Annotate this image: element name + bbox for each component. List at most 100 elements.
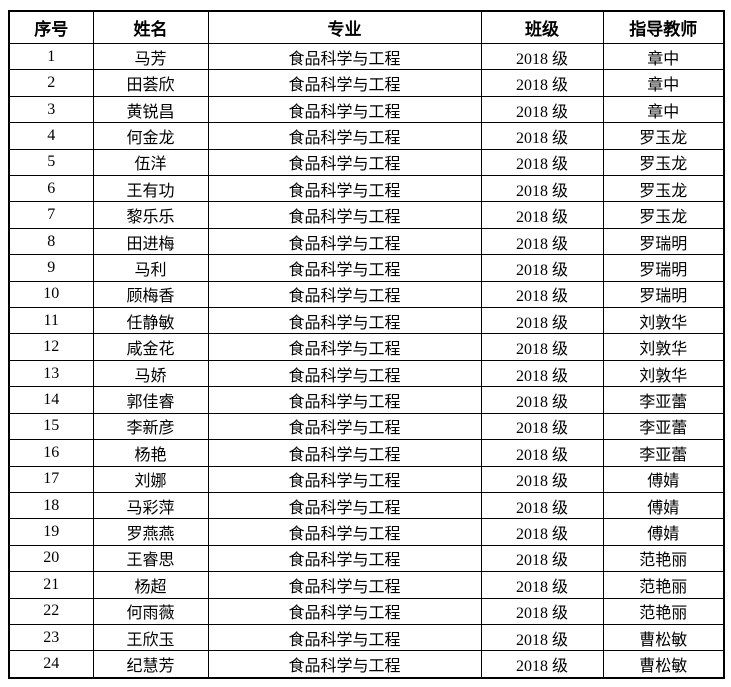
table-row: 4 何金龙 食品科学与工程 2018 级罗玉龙 — [8, 122, 725, 150]
cell-name: 田进梅 — [92, 227, 209, 256]
cell-teacher: 罗玉龙 — [602, 122, 725, 150]
cell-class: 2018 级 — [480, 386, 604, 414]
table-row: 6 王有功 食品科学与工程 2018 级罗玉龙 — [8, 175, 725, 203]
cell-no: 21 — [8, 571, 94, 599]
cell-class: 2018 级 — [480, 518, 604, 546]
student-advisor-table: 序号 姓名 专业 班级 指导教师 1 马芳 食品科学与工程 2018 级章中 2 田荟欣 食品科学与… — [8, 10, 725, 679]
cell-major: 食品科学与工程 — [207, 544, 482, 573]
cell-major: 食品科学与工程 — [207, 280, 482, 309]
cell-name: 任静敏 — [92, 307, 209, 335]
cell-no: 11 — [8, 307, 94, 335]
cell-name: 马利 — [92, 254, 209, 282]
table-row: 19 罗燕燕 食品科学与工程 2018 级傅婧 — [8, 518, 725, 546]
cell-no: 13 — [8, 359, 94, 388]
column-header-name: 姓名 — [92, 10, 209, 44]
cell-name: 何金龙 — [92, 122, 209, 150]
table-row: 3 黄锐昌 食品科学与工程 2018 级章中 — [8, 95, 725, 124]
cell-major: 食品科学与工程 — [207, 201, 482, 229]
table-row: 21 杨超 食品科学与工程 2018 级范艳丽 — [8, 571, 725, 599]
cell-name: 王欣玉 — [92, 623, 209, 652]
cell-teacher: 范艳丽 — [602, 571, 725, 599]
column-header-teacher: 指导教师 — [602, 10, 725, 44]
cell-name: 黎乐乐 — [92, 201, 209, 229]
table-row: 13 马娇 食品科学与工程 2018 级刘敦华 — [8, 359, 725, 388]
table-row: 1 马芳 食品科学与工程 2018 级章中 — [8, 42, 725, 71]
cell-major: 食品科学与工程 — [207, 650, 482, 679]
cell-no: 20 — [8, 544, 94, 573]
cell-no: 10 — [8, 280, 94, 309]
cell-major: 食品科学与工程 — [207, 623, 482, 652]
cell-no: 15 — [8, 412, 94, 441]
cell-name: 王有功 — [92, 175, 209, 203]
cell-teacher: 傅婧 — [602, 465, 725, 493]
cell-name: 罗燕燕 — [92, 518, 209, 546]
cell-class: 2018 级 — [480, 201, 604, 229]
cell-no: 1 — [8, 42, 94, 71]
cell-teacher: 傅婧 — [602, 518, 725, 546]
table-row: 22 何雨薇 食品科学与工程 2018 级范艳丽 — [8, 597, 725, 625]
cell-teacher: 罗玉龙 — [602, 201, 725, 229]
cell-teacher: 罗玉龙 — [602, 175, 725, 203]
cell-name: 田荟欣 — [92, 69, 209, 97]
table-row: 20 王睿思 食品科学与工程 2018 级范艳丽 — [8, 544, 725, 573]
cell-teacher: 傅婧 — [602, 491, 725, 520]
cell-name: 杨超 — [92, 571, 209, 599]
cell-class: 2018 级 — [480, 95, 604, 124]
cell-major: 食品科学与工程 — [207, 518, 482, 546]
cell-teacher: 李亚蕾 — [602, 412, 725, 441]
cell-name: 马彩萍 — [92, 491, 209, 520]
cell-no: 14 — [8, 386, 94, 414]
cell-name: 马芳 — [92, 42, 209, 71]
cell-class: 2018 级 — [480, 69, 604, 97]
cell-major: 食品科学与工程 — [207, 227, 482, 256]
cell-major: 食品科学与工程 — [207, 491, 482, 520]
cell-class: 2018 级 — [480, 333, 604, 361]
cell-no: 9 — [8, 254, 94, 282]
header-row: 序号 姓名 专业 班级 指导教师 — [8, 10, 725, 44]
column-header-no: 序号 — [8, 10, 94, 44]
cell-major: 食品科学与工程 — [207, 386, 482, 414]
cell-teacher: 刘敦华 — [602, 359, 725, 388]
cell-class: 2018 级 — [480, 280, 604, 309]
cell-name: 刘娜 — [92, 465, 209, 493]
cell-name: 郭佳睿 — [92, 386, 209, 414]
cell-class: 2018 级 — [480, 227, 604, 256]
table-row: 2 田荟欣 食品科学与工程 2018 级章中 — [8, 69, 725, 97]
cell-teacher: 李亚蕾 — [602, 439, 725, 467]
cell-major: 食品科学与工程 — [207, 175, 482, 203]
cell-class: 2018 级 — [480, 491, 604, 520]
cell-no: 22 — [8, 597, 94, 625]
cell-teacher: 罗瑞明 — [602, 227, 725, 256]
cell-teacher: 曹松敏 — [602, 650, 725, 679]
cell-no: 24 — [8, 650, 94, 679]
cell-class: 2018 级 — [480, 175, 604, 203]
cell-major: 食品科学与工程 — [207, 307, 482, 335]
cell-major: 食品科学与工程 — [207, 359, 482, 388]
cell-no: 2 — [8, 69, 94, 97]
cell-name: 黄锐昌 — [92, 95, 209, 124]
table-row: 14 郭佳睿 食品科学与工程 2018 级李亚蕾 — [8, 386, 725, 414]
table-row: 9 马利 食品科学与工程 2018 级罗瑞明 — [8, 254, 725, 282]
table-row: 11 任静敏 食品科学与工程 2018 级刘敦华 — [8, 307, 725, 335]
cell-class: 2018 级 — [480, 571, 604, 599]
table-row: 18 马彩萍 食品科学与工程 2018 级傅婧 — [8, 491, 725, 520]
cell-class: 2018 级 — [480, 439, 604, 467]
cell-teacher: 刘敦华 — [602, 307, 725, 335]
cell-class: 2018 级 — [480, 122, 604, 150]
cell-major: 食品科学与工程 — [207, 42, 482, 71]
cell-no: 6 — [8, 175, 94, 203]
cell-major: 食品科学与工程 — [207, 69, 482, 97]
cell-teacher: 罗瑞明 — [602, 254, 725, 282]
cell-teacher: 曹松敏 — [602, 623, 725, 652]
cell-class: 2018 级 — [480, 307, 604, 335]
cell-teacher: 范艳丽 — [602, 597, 725, 625]
cell-teacher: 罗瑞明 — [602, 280, 725, 309]
cell-no: 5 — [8, 148, 94, 177]
cell-name: 伍洋 — [92, 148, 209, 177]
table-row: 15 李新彦 食品科学与工程 2018 级李亚蕾 — [8, 412, 725, 441]
cell-major: 食品科学与工程 — [207, 122, 482, 150]
table-row: 24 纪慧芳 食品科学与工程 2018 级曹松敏 — [8, 650, 725, 679]
table-body: 1 马芳 食品科学与工程 2018 级章中 2 田荟欣 食品科学与工程 2018 级章中 3 黄锐… — [8, 42, 725, 679]
table-row: 10 顾梅香 食品科学与工程 2018 级罗瑞明 — [8, 280, 725, 309]
